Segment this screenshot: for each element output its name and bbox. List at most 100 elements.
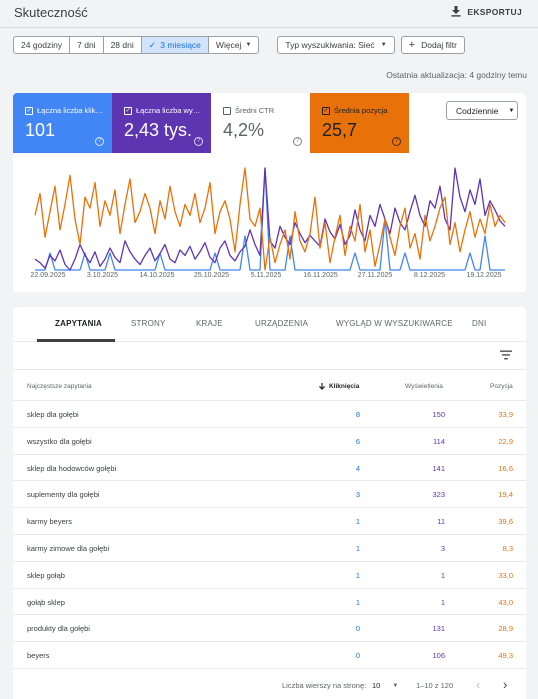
- help-icon[interactable]: ?: [95, 137, 104, 146]
- tab-devices[interactable]: URZĄDZENIA: [255, 319, 309, 328]
- caret-down-icon: ▼: [380, 42, 387, 48]
- header-impressions[interactable]: Wyświetlenia: [405, 383, 443, 390]
- table-body: sklep dla gołębi 8 150 33,9 wszystko dla goł…: [13, 401, 526, 669]
- table-row[interactable]: produkty dla gołębi 0 131 28,9: [13, 615, 526, 643]
- metric-position[interactable]: ✓ Średnia pozycja 25,7 ?: [310, 93, 409, 153]
- range-more[interactable]: Więcej ▼: [209, 37, 258, 53]
- impressions-cell: 106: [432, 651, 445, 661]
- tab-pages[interactable]: STRONY: [131, 319, 166, 328]
- x-tick-label: 19.12.2025: [466, 272, 501, 279]
- metric-position-header: ✓ Średnia pozycja: [322, 106, 387, 115]
- table-row[interactable]: gołąb sklep 1 1 43,0: [13, 589, 526, 616]
- header-clicks[interactable]: Kliknięcia: [319, 383, 359, 390]
- series-line-1: [34, 167, 506, 271]
- clicks-cell: 3: [355, 490, 360, 500]
- add-filter-button[interactable]: + Dodaj filtr: [400, 36, 465, 54]
- x-tick-label: 16.11.2025: [303, 272, 338, 279]
- range-3m-label: 3 miesiące: [160, 40, 201, 50]
- tab-search-appearance[interactable]: WYGLĄD W WYSZUKIWARCE: [336, 319, 453, 328]
- rows-per-page-select[interactable]: 10 ▼: [372, 681, 398, 690]
- filter-icon[interactable]: [500, 350, 512, 360]
- table-row[interactable]: sklep gołąb 1 1 33,0: [13, 562, 526, 589]
- metric-ctr-header: Średni CTR: [223, 106, 274, 115]
- range-7d[interactable]: 7 dni: [70, 37, 104, 53]
- checkbox-checked-icon: ✓: [322, 106, 330, 115]
- header-position[interactable]: Pozycja: [490, 383, 513, 390]
- tab-queries[interactable]: ZAPYTANIA: [55, 319, 102, 328]
- clicks-cell: 0: [355, 651, 360, 661]
- add-filter-label: Dodaj filtr: [421, 40, 457, 50]
- position-cell: 49,3: [498, 651, 513, 661]
- next-page-icon[interactable]: ›: [503, 677, 508, 692]
- checkbox-unchecked-icon: [223, 106, 231, 115]
- tab-days[interactable]: DNI: [472, 319, 487, 328]
- rows-per-page-value: 10: [372, 681, 381, 690]
- metric-clicks[interactable]: ✓ Łączna liczba klik… 101 ?: [13, 93, 112, 153]
- metric-ctr[interactable]: Średni CTR 4,2% ?: [211, 93, 310, 153]
- position-cell: 19,4: [498, 490, 513, 500]
- position-cell: 8,3: [502, 543, 513, 553]
- clicks-cell: 0: [355, 624, 360, 634]
- search-type-label: Typ wyszukiwania: Sieć: [285, 40, 375, 50]
- table-row[interactable]: sklep dla hodowców gołębi 4 141 16,6: [13, 455, 526, 482]
- impressions-cell: 3: [440, 543, 445, 553]
- granularity-select[interactable]: Codziennie ▼: [446, 101, 518, 120]
- details-card: ZAPYTANIA STRONY KRAJE URZĄDZENIA WYGLĄD…: [13, 307, 526, 699]
- page-header: Skuteczność EKSPORTUJ: [0, 0, 538, 28]
- table-row[interactable]: karmy beyers 1 11 39,6: [13, 508, 526, 535]
- metric-impressions-header: ✓ Łączna liczba wy…: [124, 106, 200, 115]
- previous-page-icon[interactable]: ‹: [476, 677, 481, 692]
- metric-clicks-label: Łączna liczba klik…: [37, 106, 103, 115]
- export-button[interactable]: EKSPORTUJ: [451, 6, 522, 17]
- export-label: EKSPORTUJ: [467, 6, 522, 17]
- caret-down-icon: ▼: [392, 682, 399, 689]
- performance-chart: 22.09.2025 3.10.2025 14.10.2025 25.10.2025 5…: [30, 167, 506, 279]
- x-tick-label: 5.11.2025: [251, 272, 282, 279]
- rows-per-page-label: Liczba wierszy na stronę:: [282, 681, 367, 690]
- query-cell: suplementy dla gołębi: [27, 490, 100, 500]
- metric-impressions[interactable]: ✓ Łączna liczba wy… 2,43 tys. ?: [112, 93, 211, 153]
- x-tick-label: 14.10.2025: [139, 272, 174, 279]
- help-icon[interactable]: ?: [392, 137, 401, 146]
- range-3m[interactable]: ✓ 3 miesiące: [141, 37, 209, 53]
- position-cell: 33,9: [498, 410, 513, 419]
- date-range-selector: 24 godziny 7 dni 28 dni ✓ 3 miesiące Wię…: [13, 36, 260, 54]
- position-cell: 28,9: [498, 624, 513, 634]
- metric-position-label: Średnia pozycja: [334, 106, 388, 115]
- x-tick-label: 27.11.2025: [358, 272, 393, 279]
- query-cell: produkty dla gołębi: [27, 624, 90, 634]
- header-query[interactable]: Najczęstsze zapytania: [27, 383, 92, 390]
- table-row[interactable]: sklep dla gołębi 8 150 33,9: [13, 401, 526, 428]
- query-cell: sklep dla gołębi: [27, 410, 79, 419]
- clicks-cell: 1: [355, 570, 360, 580]
- last-update-text: Ostatnia aktualizacja: 4 godziny temu: [386, 70, 527, 80]
- table-row[interactable]: beyers 0 106 49,3: [13, 642, 526, 669]
- table-row[interactable]: wszystko dla gołębi 6 114 22,9: [13, 428, 526, 455]
- impressions-cell: 1: [440, 570, 445, 580]
- clicks-cell: 8: [355, 410, 360, 419]
- page-title: Skuteczność: [14, 5, 88, 20]
- performance-card: ✓ Łączna liczba klik… 101 ? ✓ Łączna liczb…: [13, 93, 526, 292]
- page-range: 1–10 z 120: [416, 681, 454, 690]
- metric-clicks-value: 101: [25, 120, 56, 140]
- help-icon[interactable]: ?: [194, 137, 203, 146]
- tab-countries[interactable]: KRAJE: [196, 319, 223, 328]
- query-cell: wszystko dla gołębi: [27, 436, 92, 446]
- table-row[interactable]: karmy zimowe dla gołębi 1 3 8,3: [13, 535, 526, 562]
- metric-ctr-value: 4,2%: [223, 120, 265, 140]
- position-cell: 43,0: [498, 597, 513, 607]
- table-header: Najczęstsze zapytania Kliknięcia Wyświet…: [13, 369, 526, 401]
- checkbox-checked-icon: ✓: [25, 106, 33, 115]
- table-row[interactable]: suplementy dla gołębi 3 323 19,4: [13, 481, 526, 509]
- metric-ctr-label: Średni CTR: [235, 106, 275, 115]
- impressions-cell: 131: [432, 624, 445, 634]
- help-icon[interactable]: ?: [293, 137, 302, 146]
- range-28d[interactable]: 28 dni: [104, 37, 142, 53]
- search-type-filter[interactable]: Typ wyszukiwania: Sieć ▼: [277, 36, 395, 54]
- range-24h[interactable]: 24 godziny: [14, 37, 71, 53]
- filter-bar: 24 godziny 7 dni 28 dni ✓ 3 miesiące Wię…: [13, 36, 465, 54]
- range-more-label: Więcej: [215, 40, 242, 50]
- query-cell: beyers: [27, 651, 50, 661]
- query-cell: sklep gołąb: [27, 570, 65, 580]
- query-cell: karmy beyers: [27, 517, 73, 527]
